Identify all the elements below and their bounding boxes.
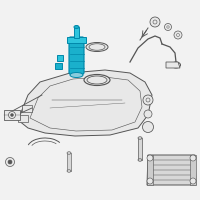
Ellipse shape [74, 25, 79, 28]
Ellipse shape [138, 159, 142, 161]
Polygon shape [55, 63, 62, 69]
Circle shape [164, 23, 172, 30]
Ellipse shape [138, 137, 142, 139]
Circle shape [147, 178, 153, 184]
Polygon shape [166, 62, 180, 68]
Ellipse shape [86, 43, 108, 51]
Circle shape [147, 155, 153, 161]
Circle shape [11, 114, 13, 116]
Circle shape [6, 158, 14, 166]
Circle shape [8, 160, 12, 164]
Circle shape [144, 110, 152, 118]
Circle shape [142, 121, 154, 132]
Polygon shape [69, 37, 84, 75]
Polygon shape [57, 55, 63, 61]
Bar [147, 155, 153, 185]
Polygon shape [4, 110, 20, 120]
Ellipse shape [67, 152, 71, 154]
Circle shape [8, 112, 16, 118]
Ellipse shape [172, 62, 180, 68]
Bar [67, 153, 71, 171]
Polygon shape [147, 155, 196, 185]
Ellipse shape [70, 72, 83, 77]
Polygon shape [18, 70, 152, 136]
Polygon shape [67, 37, 86, 43]
Polygon shape [18, 115, 28, 122]
Circle shape [150, 17, 160, 27]
Circle shape [190, 155, 196, 161]
Ellipse shape [84, 74, 110, 86]
Ellipse shape [67, 170, 71, 172]
Circle shape [143, 95, 153, 105]
Bar [138, 138, 142, 160]
Circle shape [174, 31, 182, 39]
Bar [74, 27, 79, 38]
Bar [190, 155, 196, 185]
Circle shape [190, 178, 196, 184]
Polygon shape [22, 105, 32, 112]
